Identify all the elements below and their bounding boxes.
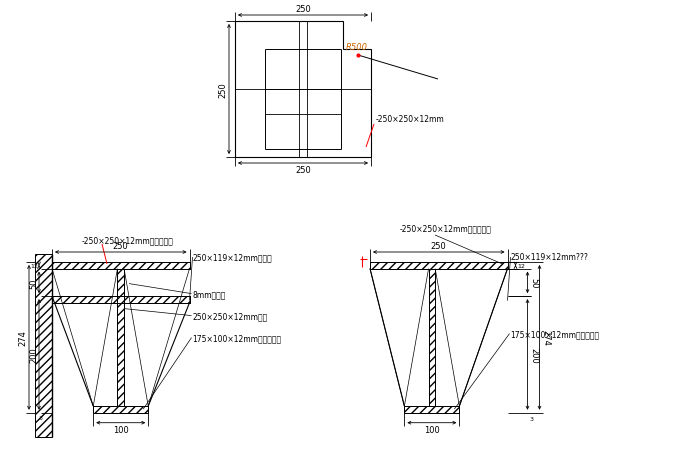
Text: 250: 250: [113, 242, 129, 250]
Polygon shape: [429, 269, 435, 406]
Text: -250×250×12mm牛腿上盖板: -250×250×12mm牛腿上盖板: [82, 236, 174, 244]
Text: 250: 250: [431, 242, 447, 250]
Text: -250×250×12mm: -250×250×12mm: [376, 115, 445, 124]
Text: 274: 274: [542, 330, 551, 345]
Text: 12: 12: [517, 263, 526, 268]
Text: 12: 12: [30, 263, 38, 268]
Text: 250×119×12mm???: 250×119×12mm???: [510, 253, 588, 262]
Polygon shape: [52, 263, 190, 269]
Text: 200: 200: [29, 347, 38, 363]
Text: 3: 3: [530, 416, 533, 421]
Polygon shape: [35, 254, 52, 437]
Text: -250×250×12mm牛腿上盖板: -250×250×12mm牛腿上盖板: [400, 223, 492, 233]
Text: 250: 250: [295, 166, 311, 175]
Polygon shape: [52, 297, 190, 303]
Text: 100: 100: [424, 425, 440, 434]
Polygon shape: [370, 263, 507, 269]
Polygon shape: [404, 406, 459, 413]
Text: 3: 3: [39, 415, 43, 420]
Text: 50: 50: [530, 278, 539, 288]
Text: 8mm厚满焊: 8mm厚满焊: [192, 289, 226, 298]
Text: 250×250×12mm腹板: 250×250×12mm腹板: [192, 311, 268, 320]
Text: 250×119×12mm加劲板: 250×119×12mm加劲板: [192, 253, 273, 262]
Text: 50: 50: [29, 278, 38, 288]
Text: 274: 274: [18, 330, 27, 345]
Text: 175×100×12mm牛腿下盖板: 175×100×12mm牛腿下盖板: [510, 329, 599, 339]
Text: 250: 250: [218, 82, 227, 98]
Text: 200: 200: [530, 347, 539, 363]
Polygon shape: [118, 269, 124, 406]
Text: 175×100×12mm牛腿下盖板: 175×100×12mm牛腿下盖板: [192, 334, 282, 342]
Text: R500: R500: [346, 43, 368, 52]
Polygon shape: [93, 406, 148, 413]
Text: 250: 250: [295, 5, 311, 14]
Text: 100: 100: [113, 425, 129, 434]
